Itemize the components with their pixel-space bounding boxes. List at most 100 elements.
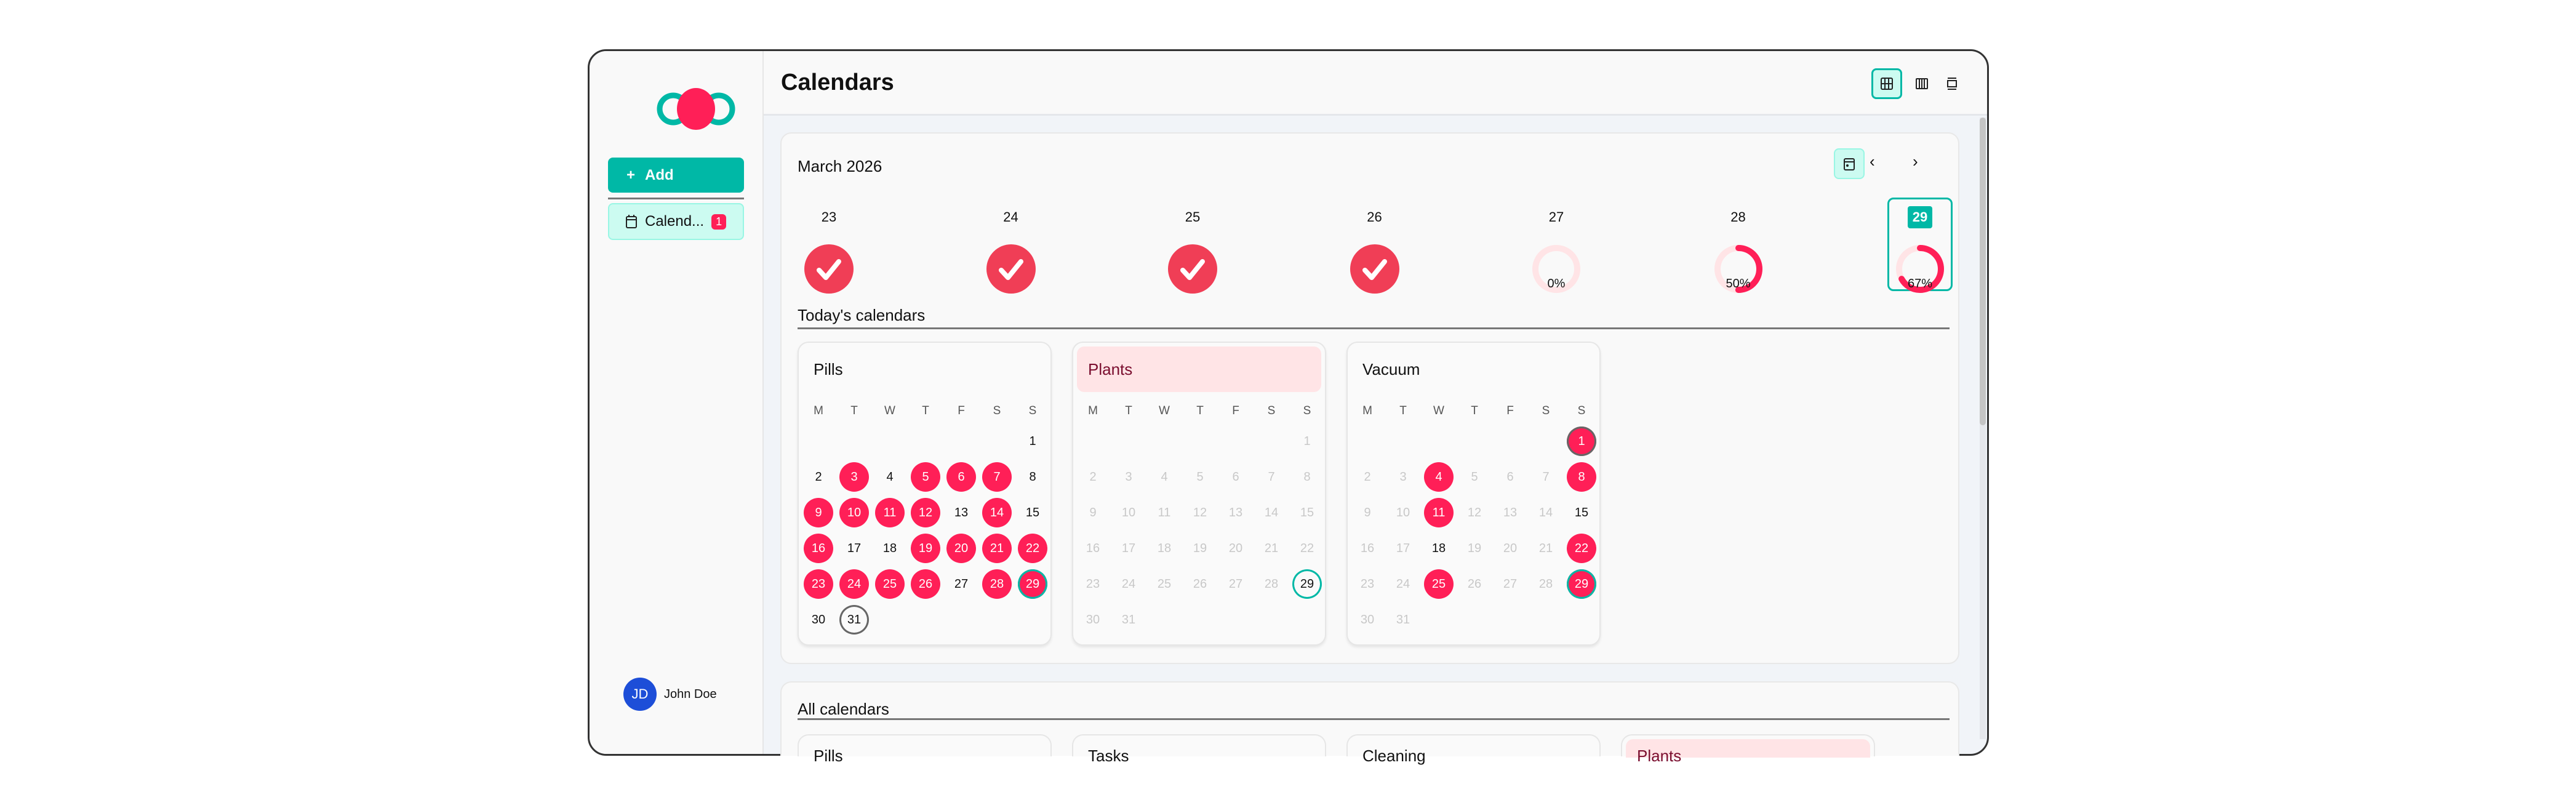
calendar-day[interactable]: 19 (911, 534, 940, 563)
calendar-day[interactable]: 28 (982, 569, 1012, 599)
calendar-day[interactable]: 28 (1538, 577, 1553, 591)
calendar-day[interactable]: 27 (954, 577, 969, 591)
calendar-day[interactable]: 2 (1364, 470, 1371, 484)
day-progress[interactable]: 24 (974, 206, 1048, 295)
calendar-day[interactable]: 27 (1228, 577, 1243, 591)
calendar-day[interactable]: 27 (1503, 577, 1518, 591)
next-week-button[interactable]: › (1913, 152, 1918, 171)
calendar-day[interactable]: 10 (839, 498, 869, 527)
calendar-day[interactable]: 6 (1232, 470, 1239, 484)
calendar-day[interactable]: 13 (954, 505, 969, 519)
calendar-day[interactable]: 13 (1228, 505, 1243, 519)
calendar-day[interactable]: 24 (1396, 577, 1410, 591)
calendar-day[interactable]: 17 (1121, 541, 1136, 555)
day-progress[interactable]: 28 50% (1702, 206, 1775, 295)
calendar-card[interactable]: Pills (798, 734, 1052, 764)
calendar-card[interactable]: Vacuum M T W T F S S 1 2 3 4 5 6 7 8 9 10 11 12 13 14 15 16 17 18… (1346, 342, 1601, 646)
calendar-day[interactable]: 4 (886, 470, 894, 484)
calendar-day[interactable]: 9 (804, 498, 833, 527)
calendar-day[interactable]: 4 (1424, 462, 1454, 492)
calendar-card[interactable]: Pills M T W T F S S 1 2 3 4 5 6 7 8 9 10 11 12 13 14 15 16 17 18 1… (798, 342, 1052, 646)
day-progress[interactable]: 23 (792, 206, 866, 295)
calendar-day[interactable]: 1 (1567, 427, 1596, 456)
calendar-day[interactable]: 17 (847, 541, 862, 555)
calendar-day[interactable]: 19 (1193, 541, 1207, 555)
calendar-day[interactable]: 13 (1503, 505, 1518, 519)
calendar-day[interactable]: 29 (1292, 569, 1322, 599)
single-view-button[interactable] (1937, 68, 1967, 99)
calendar-day[interactable]: 2 (815, 470, 822, 484)
calendar-day[interactable]: 16 (1086, 541, 1100, 555)
calendar-day[interactable]: 25 (1424, 569, 1454, 599)
calendar-day[interactable]: 20 (946, 534, 976, 563)
calendar-day[interactable]: 30 (1086, 612, 1100, 627)
calendar-day[interactable]: 1 (1303, 434, 1311, 448)
calendar-day[interactable]: 30 (811, 612, 826, 627)
calendar-day[interactable]: 15 (1300, 505, 1314, 519)
calendar-card[interactable]: Plants (1621, 734, 1875, 764)
calendar-day[interactable]: 8 (1029, 470, 1036, 484)
calendar-day[interactable]: 4 (1161, 470, 1168, 484)
calendar-day[interactable]: 12 (1193, 505, 1207, 519)
day-progress[interactable]: 25 (1156, 206, 1230, 295)
calendar-day[interactable]: 21 (982, 534, 1012, 563)
calendar-day[interactable]: 12 (1467, 505, 1482, 519)
calendar-day[interactable]: 14 (982, 498, 1012, 527)
calendar-day[interactable]: 11 (875, 498, 905, 527)
columns-view-button[interactable] (1906, 68, 1937, 99)
calendar-day[interactable]: 7 (1542, 470, 1550, 484)
calendar-day[interactable]: 22 (1300, 541, 1314, 555)
calendar-day[interactable]: 31 (839, 605, 869, 635)
prev-week-button[interactable]: ‹ (1870, 152, 1875, 171)
calendar-day[interactable]: 9 (1089, 505, 1097, 519)
calendar-day[interactable]: 21 (1538, 541, 1553, 555)
calendar-day[interactable]: 16 (804, 534, 833, 563)
calendar-day[interactable]: 10 (1121, 505, 1136, 519)
scrollbar[interactable] (1980, 118, 1986, 739)
day-progress[interactable]: 29 67% (1883, 198, 1957, 295)
calendar-day[interactable]: 24 (1121, 577, 1136, 591)
calendar-day[interactable]: 18 (1157, 541, 1172, 555)
calendar-day[interactable]: 5 (1471, 470, 1478, 484)
user-profile[interactable]: JD John Doe (623, 678, 717, 711)
calendar-day[interactable]: 11 (1158, 505, 1171, 519)
calendar-day[interactable]: 8 (1567, 462, 1596, 492)
add-button[interactable]: + Add (608, 158, 744, 193)
calendar-day[interactable]: 28 (1264, 577, 1279, 591)
calendar-day[interactable]: 20 (1503, 541, 1518, 555)
calendar-day[interactable]: 3 (1125, 470, 1132, 484)
calendar-card[interactable]: Cleaning (1346, 734, 1601, 764)
calendar-day[interactable]: 3 (1399, 470, 1407, 484)
calendar-day[interactable]: 5 (1196, 470, 1204, 484)
calendar-day[interactable]: 7 (1268, 470, 1275, 484)
calendar-day[interactable]: 24 (839, 569, 869, 599)
calendar-day[interactable]: 25 (875, 569, 905, 599)
calendar-day[interactable]: 16 (1360, 541, 1375, 555)
day-progress[interactable]: 26 (1338, 206, 1412, 295)
calendar-day[interactable]: 8 (1303, 470, 1311, 484)
calendar-day[interactable]: 1 (1029, 434, 1036, 448)
calendar-day[interactable]: 26 (1193, 577, 1207, 591)
calendar-day[interactable]: 23 (1086, 577, 1100, 591)
calendar-day[interactable]: 26 (1467, 577, 1482, 591)
calendar-day[interactable]: 19 (1467, 541, 1482, 555)
calendar-card[interactable]: Plants M T W T F S S 1 2 3 4 5 6 7 8 9 10 11 12 13 14 15 16 17 18… (1072, 342, 1326, 646)
calendar-day[interactable]: 7 (982, 462, 1012, 492)
calendar-day[interactable]: 22 (1018, 534, 1047, 563)
calendar-day[interactable]: 11 (1424, 498, 1454, 527)
calendar-day[interactable]: 29 (1567, 569, 1596, 599)
calendar-day[interactable]: 9 (1364, 505, 1371, 519)
day-progress[interactable]: 27 0% (1519, 206, 1593, 295)
calendar-day[interactable]: 30 (1360, 612, 1375, 627)
calendar-day[interactable]: 20 (1228, 541, 1243, 555)
calendar-day[interactable]: 18 (882, 541, 897, 555)
calendar-day[interactable]: 18 (1431, 541, 1446, 555)
calendar-day[interactable]: 15 (1574, 505, 1589, 519)
calendar-day[interactable]: 14 (1264, 505, 1279, 519)
calendar-day[interactable]: 21 (1264, 541, 1279, 555)
calendar-day[interactable]: 25 (1157, 577, 1172, 591)
calendar-day[interactable]: 14 (1538, 505, 1553, 519)
calendar-day[interactable]: 6 (1506, 470, 1514, 484)
calendar-day[interactable]: 23 (804, 569, 833, 599)
grid-view-button[interactable] (1871, 68, 1902, 99)
